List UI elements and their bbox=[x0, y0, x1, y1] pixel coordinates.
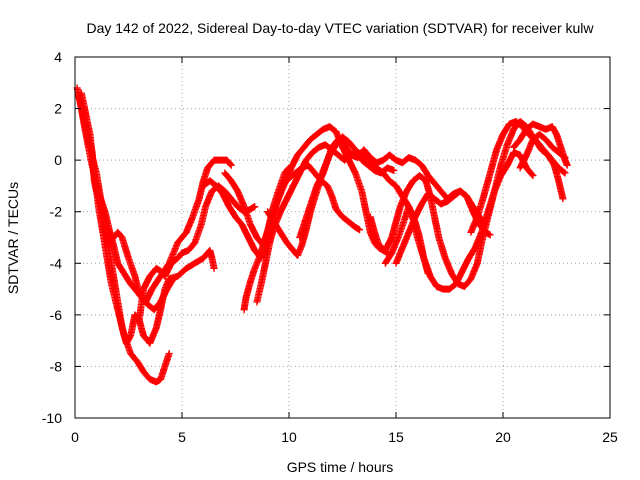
data-markers bbox=[73, 84, 571, 386]
y-axis-label: SDTVAR / TECUs bbox=[5, 182, 21, 294]
x-tick-label: 20 bbox=[495, 429, 511, 445]
y-tick-label: 2 bbox=[54, 101, 62, 117]
series-14 bbox=[392, 187, 490, 267]
series-8-markers bbox=[240, 123, 391, 314]
y-tick-label: -10 bbox=[42, 410, 62, 426]
y-tick-label: -6 bbox=[50, 307, 63, 323]
y-tick-label: -4 bbox=[50, 255, 63, 271]
y-tick-label: 4 bbox=[54, 49, 62, 65]
x-tick-label: 10 bbox=[281, 429, 297, 445]
series-15 bbox=[467, 118, 567, 236]
x-tick-label: 25 bbox=[602, 429, 618, 445]
x-tick-label: 0 bbox=[71, 429, 79, 445]
series-14-markers bbox=[392, 187, 490, 267]
x-tick-label: 15 bbox=[388, 429, 404, 445]
series-17-markers bbox=[516, 130, 569, 172]
y-tick-label: -8 bbox=[50, 358, 63, 374]
series-17 bbox=[516, 130, 569, 172]
y-tick-label: -2 bbox=[50, 204, 63, 220]
x-tick-label: 5 bbox=[178, 429, 186, 445]
x-axis-label: GPS time / hours bbox=[287, 459, 394, 475]
chart-title: Day 142 of 2022, Sidereal Day-to-day VTE… bbox=[86, 20, 594, 36]
series-15-markers bbox=[467, 118, 567, 236]
series-8 bbox=[240, 123, 391, 314]
plot-frame bbox=[74, 56, 611, 419]
y-tick-label: 0 bbox=[54, 152, 62, 168]
